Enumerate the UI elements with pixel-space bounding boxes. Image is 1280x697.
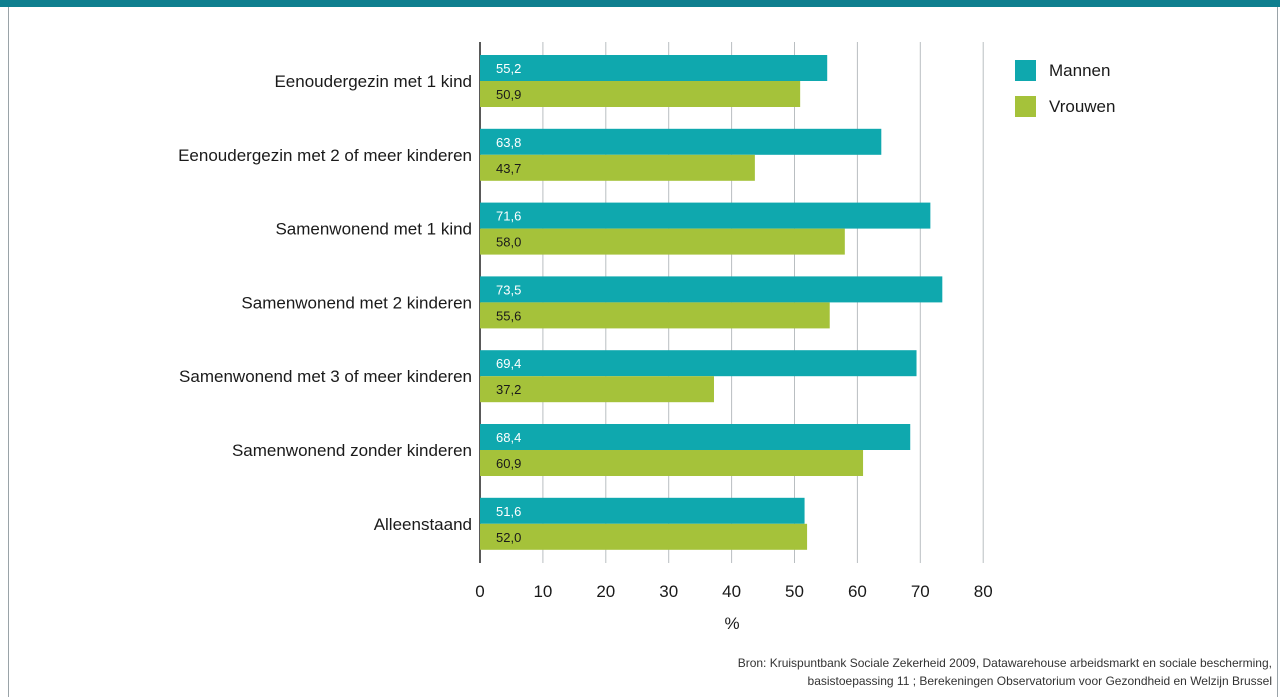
- bar-value-label: 55,2: [496, 61, 521, 76]
- x-tick-label: 30: [659, 582, 678, 601]
- x-axis-label: %: [724, 614, 739, 633]
- bar-vrouwen: [480, 450, 864, 476]
- x-tick-label: 80: [974, 582, 993, 601]
- bar-value-label: 69,4: [496, 356, 521, 371]
- bar-value-label: 71,6: [496, 209, 521, 224]
- bar-value-label: 60,9: [496, 456, 521, 471]
- legend-label-mannen: Mannen: [1049, 61, 1110, 80]
- x-tick-label: 0: [475, 582, 484, 601]
- bar-mannen: [480, 202, 931, 229]
- bar-vrouwen: [480, 523, 808, 550]
- bar-mannen: [480, 55, 828, 81]
- bar-value-label: 43,7: [496, 161, 521, 176]
- chart-frame: [8, 7, 1278, 697]
- bar-value-label: 58,0: [496, 235, 521, 250]
- category-label: Samenwonend met 2 kinderen: [241, 293, 472, 312]
- bar-vrouwen: [480, 228, 845, 255]
- legend-label-vrouwen: Vrouwen: [1049, 97, 1115, 116]
- category-label: Samenwonend zonder kinderen: [232, 441, 472, 460]
- legend-swatch-vrouwen: [1015, 96, 1036, 117]
- bar-vrouwen: [480, 154, 755, 181]
- bar-mannen: [480, 128, 882, 155]
- bar-value-label: 52,0: [496, 530, 521, 545]
- legend: Mannen Vrouwen: [1015, 60, 1115, 117]
- x-tick-label: 20: [596, 582, 615, 601]
- x-tick-label: 50: [785, 582, 804, 601]
- category-label: Eenoudergezin met 1 kind: [274, 72, 472, 91]
- bar-value-label: 63,8: [496, 135, 521, 150]
- bar-vrouwen: [480, 302, 830, 329]
- bar-value-label: 73,5: [496, 282, 521, 297]
- bar-mannen: [480, 350, 917, 377]
- category-label: Eenoudergezin met 2 of meer kinderen: [178, 146, 472, 165]
- x-tick-labels: 0 10 20 30 40 50 60 70 80: [475, 582, 992, 601]
- bar-vrouwen: [480, 376, 714, 403]
- bar-mannen: [480, 276, 943, 303]
- legend-swatch-mannen: [1015, 60, 1036, 81]
- category-label: Samenwonend met 1 kind: [275, 220, 472, 239]
- bar-mannen: [480, 424, 911, 450]
- source-line-2: basistoepassing 11 ; Berekeningen Observ…: [807, 674, 1272, 688]
- x-tick-label: 10: [533, 582, 552, 601]
- source-note: Bron: Kruispuntbank Sociale Zekerheid 20…: [512, 654, 1272, 690]
- category-label: Samenwonend met 3 of meer kinderen: [179, 367, 472, 386]
- bar-value-label: 37,2: [496, 382, 521, 397]
- x-tick-label: 70: [911, 582, 930, 601]
- category-labels: Eenoudergezin met 1 kind Eenoudergezin me…: [178, 72, 472, 534]
- bars: 55,2 50,9 63,8 43,7 71,6 58,0 73,5 55,6 69,4 37,2…: [480, 55, 943, 550]
- category-label: Alleenstaand: [374, 515, 472, 534]
- x-tick-label: 60: [848, 582, 867, 601]
- bar-vrouwen: [480, 81, 801, 107]
- bar-value-label: 50,9: [496, 87, 521, 102]
- bar-mannen: [480, 497, 805, 524]
- source-line-1: Bron: Kruispuntbank Sociale Zekerheid 20…: [737, 656, 1272, 670]
- bar-value-label: 68,4: [496, 430, 521, 445]
- bar-value-label: 55,6: [496, 308, 521, 323]
- bar-value-label: 51,6: [496, 504, 521, 519]
- figure-title-bar: [0, 0, 1280, 7]
- x-tick-label: 40: [722, 582, 741, 601]
